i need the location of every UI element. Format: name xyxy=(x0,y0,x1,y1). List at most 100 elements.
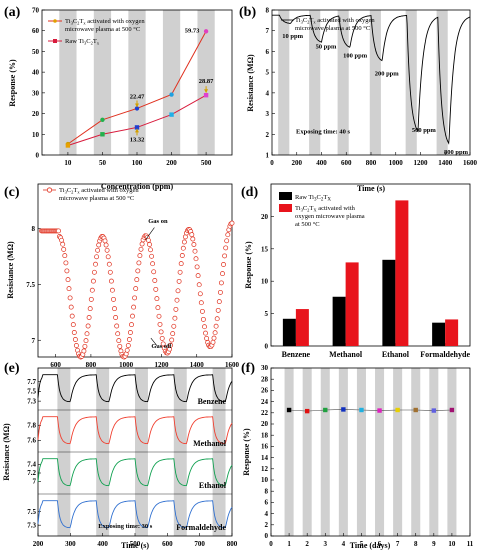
panel-c-frame xyxy=(37,183,233,358)
panel-c-point xyxy=(82,343,88,349)
panel-e-xtick-label: 700 xyxy=(194,540,205,548)
legend-c-line2: microwave plasma at 500 °C xyxy=(59,195,134,202)
panel-c-point xyxy=(225,232,231,238)
panel-c-point xyxy=(104,247,110,253)
panel-e-gas-label: Formaldehyde xyxy=(176,523,226,532)
panel-c-point xyxy=(64,268,70,274)
panel-f-point xyxy=(431,408,437,413)
panel-a-point-activated xyxy=(134,106,140,111)
panel-a-annotation: 13.32 xyxy=(130,136,145,143)
panel-e-xtick-label: 300 xyxy=(65,540,76,548)
panel-c-point xyxy=(222,253,228,259)
panel-c-point xyxy=(108,278,114,284)
panel-b-ytick-label: 6 xyxy=(266,48,270,56)
panel-f-band xyxy=(284,368,294,536)
panel-f-xtick-label: 0 xyxy=(269,540,273,548)
panel-f-band xyxy=(356,368,366,536)
panel-c-gas-off-label: Gas off xyxy=(151,343,172,350)
panel-b-ytick-label: 2 xyxy=(266,131,270,139)
panel-c-point xyxy=(87,306,93,312)
panel-c-gas-on-label: Gas on xyxy=(148,218,168,225)
panel-f-band xyxy=(393,368,403,536)
panel-e-curve xyxy=(37,458,233,487)
panel-e-exposure-label: Exposing time: 30 s xyxy=(98,523,152,530)
panel-b-band xyxy=(369,10,381,155)
panel-c-point xyxy=(91,269,97,275)
panel-c-point xyxy=(153,286,159,292)
panel-c-point xyxy=(73,343,79,348)
panel-c-point xyxy=(137,253,143,259)
panel-c-point xyxy=(190,236,196,242)
panel-c-point xyxy=(89,287,95,293)
panel-c-point xyxy=(176,278,182,284)
panel-c-point xyxy=(106,261,112,267)
panel-c-pointer xyxy=(150,337,158,347)
panel-f-point xyxy=(304,408,310,414)
panel-f-xtick-label: 1 xyxy=(287,540,291,548)
panel-d-ytick-label: 5 xyxy=(265,310,269,318)
panel-f-xlabel: Time (days) xyxy=(350,541,391,550)
panel-c-point xyxy=(192,248,198,254)
panel-c-point xyxy=(215,307,221,313)
panel-a-point-raw xyxy=(203,92,209,98)
panel-c-xtick-label: 1000 xyxy=(119,361,134,369)
panel-c-point xyxy=(107,269,113,275)
panel-c-point xyxy=(94,254,100,260)
panel-e-curve xyxy=(37,416,233,445)
panel-b-dose-label: 50 ppm xyxy=(316,43,337,50)
panel-b-exposure-label: Exposing time: 40 s xyxy=(296,128,350,135)
panel-c-point xyxy=(62,253,68,259)
panel-f-ytick-label: 6 xyxy=(265,499,269,507)
panel-b-xtick-label: 200 xyxy=(292,159,303,167)
panel-d-category-label: Benzene xyxy=(282,350,311,359)
panel-c-point xyxy=(203,330,208,336)
panel-c-point xyxy=(155,305,161,311)
panel-c-point xyxy=(139,241,145,247)
panel-c-point xyxy=(117,343,123,349)
panel-d-bar xyxy=(445,319,459,346)
panel-f-point xyxy=(377,408,382,413)
panel-c-xtick-label: 1600 xyxy=(225,361,240,369)
panel-c-point xyxy=(169,337,175,343)
panel-c-point xyxy=(134,277,140,283)
panel-f-points xyxy=(286,407,455,414)
panel-f-ytick-label: 30 xyxy=(261,364,269,372)
panel-b-band xyxy=(436,10,448,155)
panel-c-point xyxy=(71,330,77,335)
panel-f-band xyxy=(302,368,312,536)
panel-d-frame xyxy=(270,183,471,347)
panel-e-ylabel: Resistance (MΩ) xyxy=(2,423,11,481)
panel-c-point xyxy=(223,245,229,251)
panel-a-point-activated xyxy=(100,117,105,122)
panel-c-point xyxy=(171,323,177,329)
panel-c-point xyxy=(191,242,197,247)
panel-f-xtick-label: 2 xyxy=(305,540,309,548)
panel-c-xtick-label: 1200 xyxy=(154,361,169,369)
panel-d: (d) 0 5 10 15 20 Benzene Methanol Ethanol Formal… xyxy=(241,183,471,359)
panel-c-point xyxy=(81,348,87,354)
panel-c-point xyxy=(218,280,224,286)
panel-f-point xyxy=(359,407,364,413)
panel-c-point xyxy=(88,296,94,302)
panel-f-xtick-label: 7 xyxy=(396,540,400,548)
panel-a-ytick-label: 50 xyxy=(32,48,40,56)
panel-c-point xyxy=(182,234,188,240)
panel-a-ytick-label: 70 xyxy=(32,7,40,15)
panel-d-bar xyxy=(395,200,409,346)
panel-f-ytick-label: 22 xyxy=(261,409,269,417)
panel-f-band xyxy=(411,368,421,536)
panel-a-xtick-label: 10 xyxy=(64,159,72,167)
panel-b-xtick-label: 400 xyxy=(316,159,327,167)
panel-d-category-label: Formaldehyde xyxy=(420,350,470,359)
panel-b-dose-label: 10 ppm xyxy=(282,33,303,40)
panel-b-xlabel: Time (s) xyxy=(357,184,385,193)
panel-c-point xyxy=(213,323,219,329)
panel-c-xtick-label: 1400 xyxy=(190,361,205,369)
panel-c-point xyxy=(198,300,204,306)
panel-a-ytick-label: 30 xyxy=(32,89,40,97)
panel-f-band xyxy=(320,368,330,536)
panel-c-point xyxy=(157,321,163,327)
legend-d-activated-line1: Ti3C2TX activated with xyxy=(295,205,356,213)
panel-c-point xyxy=(150,261,156,267)
